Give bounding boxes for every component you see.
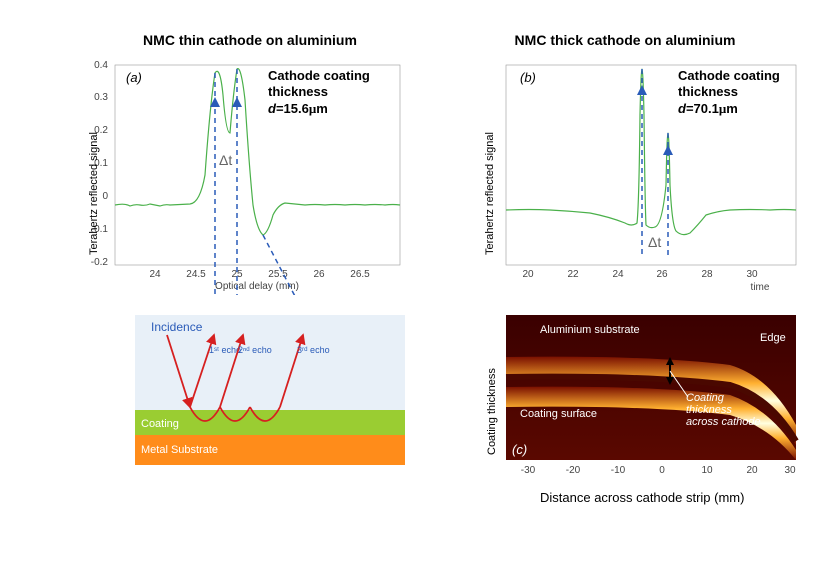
panel-c-label: (c) [512,442,527,457]
svg-text:0.3: 0.3 [94,92,108,103]
panel-c-xlabel: Distance across cathode strip (mm) [540,490,744,505]
svg-text:3ʳᵈ echo: 3ʳᵈ echo [297,345,330,355]
svg-text:Δt: Δt [219,152,232,168]
svg-text:28: 28 [701,269,713,280]
svg-text:26: 26 [313,269,325,280]
svg-text:30: 30 [746,269,758,280]
svg-text:24.5: 24.5 [186,269,206,280]
label-thickness: Coating thickness across cathode [686,392,761,428]
svg-text:2ⁿᵈ echo: 2ⁿᵈ echo [238,345,272,355]
echo-diagram: Coating Metal Substrate Incidence 1ˢᵗ ec… [135,315,405,475]
svg-text:-20: -20 [566,465,581,476]
panel-b-label: (b) [520,70,536,85]
panel-c-ylabel: Coating thickness [486,368,498,455]
label-line: thickness [686,404,761,416]
svg-text:-0.2: -0.2 [91,257,109,268]
svg-text:24: 24 [612,269,624,280]
svg-text:0.4: 0.4 [94,60,108,71]
svg-text:-10: -10 [611,465,626,476]
annot-line: Cathode coating [678,68,780,84]
svg-text:0: 0 [102,191,108,202]
panel-b-title: NMC thick cathode on aluminium [475,32,775,48]
panel-b-ylabel: Terahertz reflected signal [484,132,496,255]
annot-line: d=15.6μm [268,101,370,117]
panel-a-annotation: Cathode coating thickness d=15.6μm [268,68,370,117]
svg-text:-30: -30 [521,465,536,476]
svg-text:24: 24 [149,269,161,280]
svg-text:Δt: Δt [648,234,661,250]
annot-line: thickness [678,84,780,100]
label-line: Coating [686,392,761,404]
label-substrate: Aluminium substrate [540,324,640,336]
annot-line: thickness [268,84,370,100]
annot-line: d=70.1μm [678,101,780,117]
svg-text:26: 26 [656,269,668,280]
label-line: across cathode [686,416,761,428]
panel-a-ylabel: Terahertz reflected signal [88,132,100,255]
svg-text:Incidence: Incidence [151,320,203,334]
svg-text:26.5: 26.5 [350,269,370,280]
panel-a-title: NMC thin cathode on aluminium [105,32,395,48]
panel-a-label: (a) [126,70,142,85]
svg-text:time: time [751,282,770,293]
svg-text:20: 20 [522,269,534,280]
label-surface: Coating surface [520,408,597,420]
svg-text:22: 22 [567,269,579,280]
svg-text:10: 10 [701,465,713,476]
label-edge: Edge [760,332,786,344]
svg-text:Optical delay (mm): Optical delay (mm) [215,281,299,292]
annot-line: Cathode coating [268,68,370,84]
svg-text:20: 20 [746,465,758,476]
svg-text:Metal Substrate: Metal Substrate [141,444,218,456]
svg-text:30: 30 [784,465,796,476]
panel-b-annotation: Cathode coating thickness d=70.1μm [678,68,780,117]
svg-text:0: 0 [659,465,665,476]
svg-text:Coating: Coating [141,418,179,430]
